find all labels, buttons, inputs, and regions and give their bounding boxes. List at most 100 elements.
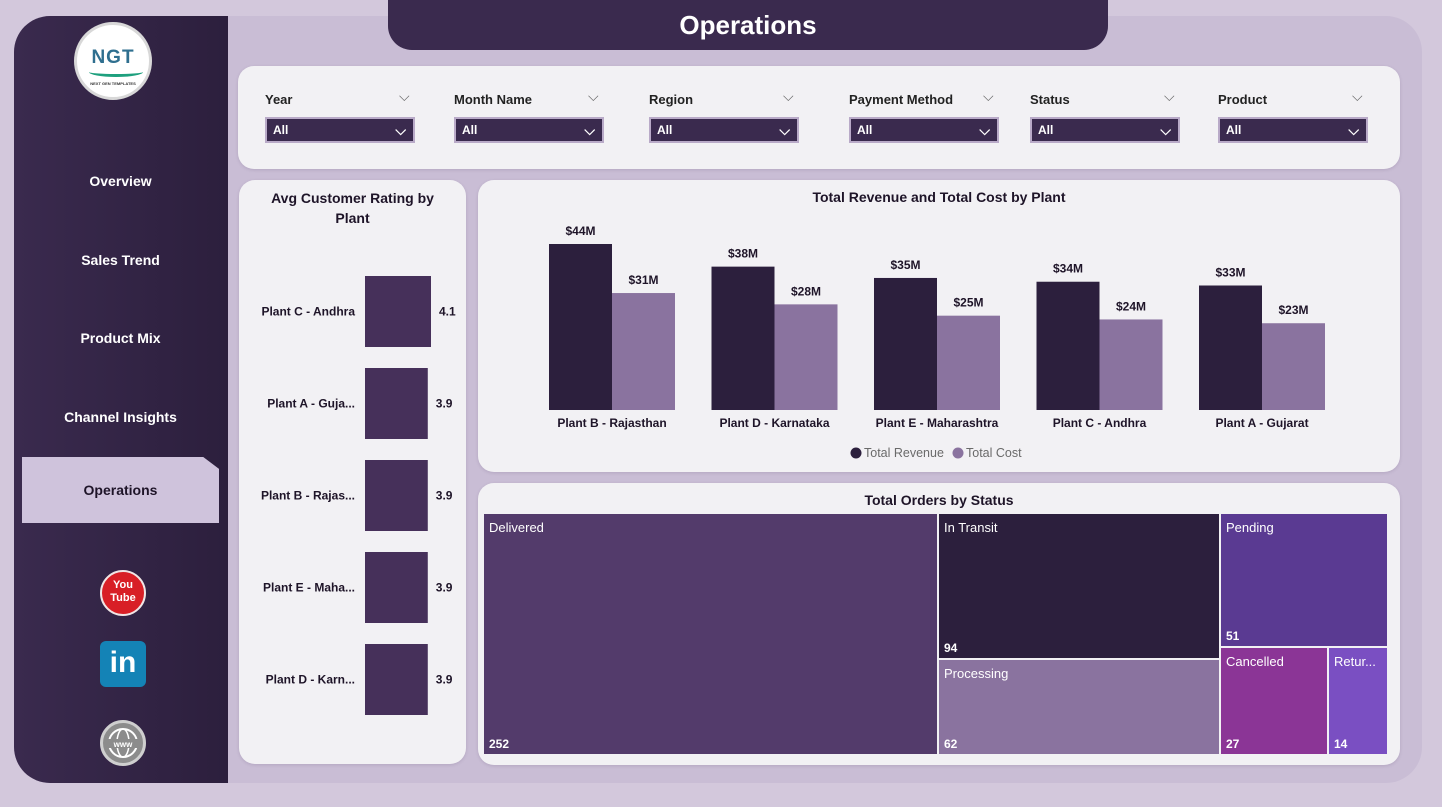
treemap-cell[interactable]: Pending 51 xyxy=(1221,514,1387,646)
year-select[interactable]: All ⌵ xyxy=(265,117,415,143)
rating-category-label: Plant A - Guja... xyxy=(267,397,355,411)
youtube-icon-text: You Tube xyxy=(110,579,136,604)
rating-chart: Plant C - Andhra 4.1 Plant A - Guja... 3.9 P… xyxy=(261,276,456,715)
bar-total-revenue[interactable] xyxy=(1036,281,1100,410)
bar-total-revenue[interactable] xyxy=(1199,285,1262,411)
filter-label: Payment Method xyxy=(849,92,954,107)
bar-data-label: $34M xyxy=(1053,262,1083,276)
x-category-label: Plant E - Maharashtra xyxy=(876,416,999,430)
rating-value-label: 3.9 xyxy=(436,581,453,595)
chevron-down-icon[interactable]: ⌵ xyxy=(1164,88,1175,104)
treemap-cell[interactable]: Retur... 14 xyxy=(1329,648,1387,754)
chevron-down-icon: ⌵ xyxy=(779,122,790,138)
page-title: Operations xyxy=(388,0,1108,50)
sidebar: NGT NEXT GEN TEMPLATES Overview Sales Tr… xyxy=(14,16,228,783)
select-value: All xyxy=(857,123,873,137)
revenue-cost-chart-title: Total Revenue and Total Cost by Plant xyxy=(812,189,1066,205)
globe-svg: www xyxy=(107,728,139,758)
rating-bar[interactable] xyxy=(365,552,428,623)
sidebar-item-product-mix[interactable]: Product Mix xyxy=(22,305,219,371)
filter-label: Year xyxy=(265,92,293,107)
bar-total-cost[interactable] xyxy=(612,293,675,410)
bar-total-revenue[interactable] xyxy=(874,277,937,410)
bar-data-label: $24M xyxy=(1116,299,1146,313)
month-name-select[interactable]: All ⌵ xyxy=(454,117,604,143)
rating-bar[interactable] xyxy=(365,368,428,439)
chevron-down-icon[interactable]: ⌵ xyxy=(399,88,410,104)
filter-label: Status xyxy=(1030,92,1070,107)
treemap-label: Cancelled xyxy=(1226,654,1284,669)
chevron-down-icon[interactable]: ⌵ xyxy=(783,88,794,104)
chevron-down-icon: ⌵ xyxy=(1160,122,1171,138)
bar-data-label: $25M xyxy=(953,296,983,310)
bar-data-label: $33M xyxy=(1215,266,1245,280)
rating-bar[interactable] xyxy=(365,644,428,715)
treemap-label: Delivered xyxy=(489,520,544,535)
sidebar-item-operations[interactable]: Operations xyxy=(22,457,219,523)
treemap-value: 94 xyxy=(944,641,958,655)
sidebar-item-label: Channel Insights xyxy=(64,409,177,425)
logo-swoosh-icon xyxy=(89,67,143,77)
bar-total-cost[interactable] xyxy=(937,315,1000,410)
rating-category-label: Plant E - Maha... xyxy=(263,581,355,595)
rating-category-label: Plant D - Karn... xyxy=(266,673,355,687)
sidebar-item-label: Overview xyxy=(89,173,152,189)
orders-status-chart-title: Total Orders by Status xyxy=(864,492,1014,508)
rating-category-label: Plant B - Rajas... xyxy=(261,489,355,503)
treemap-cell[interactable]: Cancelled 27 xyxy=(1221,648,1327,754)
bar-total-cost[interactable] xyxy=(774,304,838,410)
linkedin-icon[interactable]: in xyxy=(100,641,146,687)
rating-value-label: 3.9 xyxy=(436,673,453,687)
bar-data-label: $28M xyxy=(791,284,821,298)
chevron-down-icon: ⌵ xyxy=(979,122,990,138)
bar-total-cost[interactable] xyxy=(1262,323,1325,410)
sidebar-item-channel-insights[interactable]: Channel Insights xyxy=(22,384,219,450)
sidebar-item-overview[interactable]: Overview xyxy=(22,148,219,214)
sidebar-item-sales-trend[interactable]: Sales Trend xyxy=(22,227,219,293)
select-value: All xyxy=(462,123,478,137)
select-value: All xyxy=(1038,123,1054,137)
filter-label: Region xyxy=(649,92,694,107)
status-select[interactable]: All ⌵ xyxy=(1030,117,1180,143)
treemap-value: 51 xyxy=(1226,629,1240,643)
treemap-label: Pending xyxy=(1226,520,1274,535)
payment-method-select[interactable]: All ⌵ xyxy=(849,117,999,143)
legend-marker xyxy=(850,447,862,459)
globe-www-icon[interactable]: www xyxy=(100,720,146,766)
logo: NGT NEXT GEN TEMPLATES xyxy=(74,22,152,100)
filter-label: Product xyxy=(1218,92,1268,107)
rating-chart-title: Avg Customer Rating by Plant xyxy=(271,190,434,226)
globe-text: www xyxy=(113,740,133,749)
bar-total-cost[interactable] xyxy=(1099,319,1163,410)
rating-bar[interactable] xyxy=(365,276,431,347)
treemap-cell[interactable]: Delivered 252 xyxy=(484,514,937,754)
select-value: All xyxy=(1226,123,1242,137)
treemap-value: 252 xyxy=(489,737,510,751)
x-category-label: Plant C - Andhra xyxy=(1053,416,1147,430)
chevron-down-icon: ⌵ xyxy=(584,122,595,138)
chevron-down-icon: ⌵ xyxy=(395,122,406,138)
treemap-cell[interactable]: Processing 62 xyxy=(939,660,1219,754)
youtube-icon[interactable]: You Tube xyxy=(100,570,146,616)
rating-bar[interactable] xyxy=(365,460,428,531)
bar-data-label: $35M xyxy=(890,258,920,272)
bar-total-revenue[interactable] xyxy=(549,244,612,410)
legend-label: Total Cost xyxy=(966,446,1022,460)
chevron-down-icon: ⌵ xyxy=(1348,122,1359,138)
chevron-down-icon[interactable]: ⌵ xyxy=(983,88,994,104)
treemap-value: 62 xyxy=(944,737,958,751)
rating-panel: Avg Customer Rating by Plant Plant C - A… xyxy=(239,180,466,764)
chevron-down-icon[interactable]: ⌵ xyxy=(588,88,599,104)
logo-subtitle: NEXT GEN TEMPLATES xyxy=(90,81,136,86)
orders-status-treemap: Delivered 252 In Transit 94 Processing 62 Pend… xyxy=(484,514,1387,754)
select-value: All xyxy=(273,123,289,137)
x-category-label: Plant D - Karnataka xyxy=(719,416,829,430)
region-select[interactable]: All ⌵ xyxy=(649,117,799,143)
product-select[interactable]: All ⌵ xyxy=(1218,117,1368,143)
treemap-label: Processing xyxy=(944,666,1009,681)
treemap-cell[interactable]: In Transit 94 xyxy=(939,514,1219,658)
bar-data-label: $44M xyxy=(565,224,595,238)
chevron-down-icon[interactable]: ⌵ xyxy=(1352,88,1363,104)
legend-label: Total Revenue xyxy=(864,446,944,460)
bar-total-revenue[interactable] xyxy=(711,266,775,410)
